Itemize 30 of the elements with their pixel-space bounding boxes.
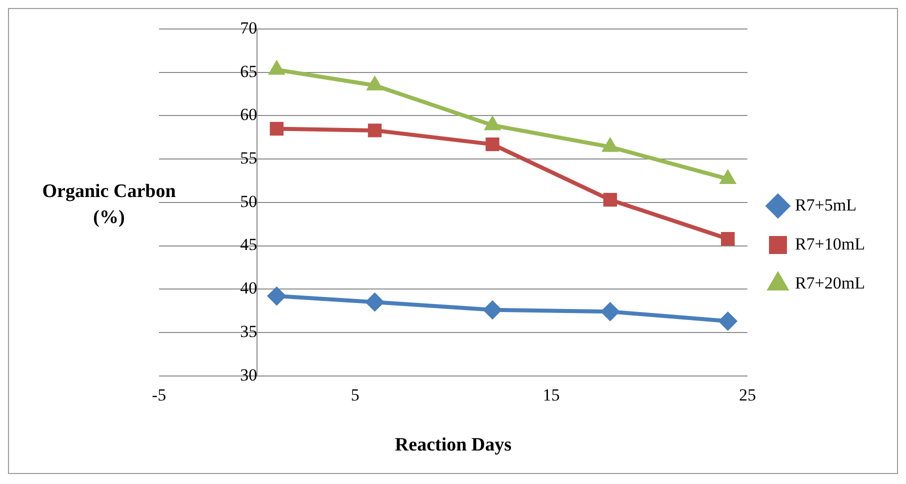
- point: [603, 192, 618, 207]
- point: [720, 169, 736, 184]
- point: [484, 116, 501, 130]
- y-tick-label: 50: [240, 192, 258, 211]
- y-tick-label: 40: [240, 278, 258, 298]
- point: [365, 292, 384, 312]
- y-axis-title: Organic Carbon (%): [41, 180, 177, 230]
- x-tick-label: -5: [152, 385, 166, 404]
- y-tick-label: 30: [240, 365, 258, 384]
- y-tick-label: 55: [240, 148, 258, 168]
- x-tick-label: 5: [350, 385, 360, 404]
- legend-label: R7+5mL: [794, 195, 857, 214]
- y-tick-label: 60: [240, 105, 258, 124]
- y-tick-label: 65: [240, 62, 258, 81]
- y-tick-label: 35: [240, 322, 258, 341]
- legend-label: R7+20mL: [794, 273, 866, 292]
- x-tick-label: 25: [738, 385, 756, 404]
- point: [267, 286, 286, 306]
- legend-label: R7+10mL: [794, 234, 866, 254]
- point: [268, 60, 285, 75]
- point: [366, 76, 384, 90]
- point: [602, 137, 618, 152]
- point: [720, 232, 735, 246]
- x-axis-title: Reaction Days: [394, 434, 512, 456]
- point: [482, 300, 502, 320]
- point: [718, 312, 738, 331]
- y-tick-label: 45: [240, 235, 258, 254]
- point: [600, 302, 620, 322]
- y-tick-label: 70: [240, 18, 258, 38]
- x-tick-label: 15: [542, 385, 560, 404]
